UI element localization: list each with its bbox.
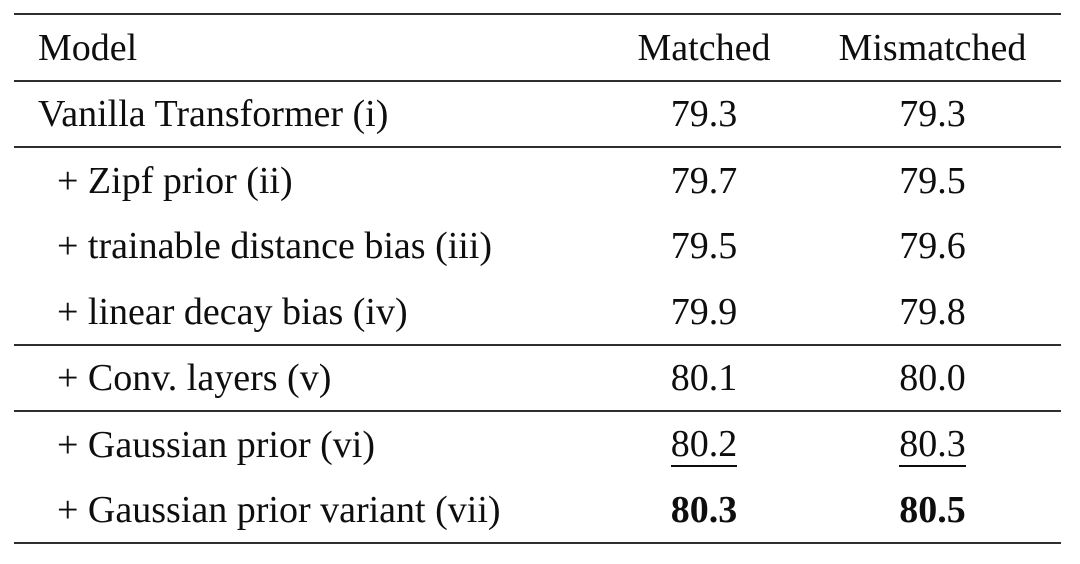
matched-value: 79.7: [670, 159, 738, 202]
column-header-matched: Matched: [637, 26, 771, 69]
matched-value: 79.9: [670, 290, 738, 333]
matched-value: 79.3: [670, 93, 738, 135]
model-name: + Gaussian prior (vi): [57, 423, 375, 466]
mismatched-value: 80.5: [899, 488, 966, 531]
table-row-conv-layers: + Conv. layers (v) 80.1 80.0: [14, 345, 1061, 411]
column-header-mismatched: Mismatched: [838, 26, 1027, 69]
table-row-trainable-distance-bias: + trainable distance bias (iii) 79.5 79.…: [14, 213, 1061, 279]
table-row-gaussian-prior-variant: + Gaussian prior variant (vii) 80.3 80.5: [14, 477, 1061, 543]
header-row: Model Matched Mismatched: [14, 14, 1061, 81]
column-header-model: Model: [38, 26, 138, 69]
results-table: Model Matched Mismatched Vanilla Transfo…: [14, 13, 1061, 544]
table-row-zipf-prior: + Zipf prior (ii) 79.7 79.5: [14, 147, 1061, 213]
mismatched-value: 80.3: [804, 411, 1061, 477]
matched-value: 80.2: [604, 411, 804, 477]
model-name: + linear decay bias (iv): [57, 290, 408, 333]
table-row-vanilla-transformer: Vanilla Transformer (i) 79.3 79.3: [14, 81, 1061, 147]
mismatched-value: 79.3: [899, 93, 966, 135]
underlined-value: 80.2: [670, 424, 738, 468]
table-row-linear-decay-bias: + linear decay bias (iv) 79.9 79.8: [14, 279, 1061, 345]
model-name: + Zipf prior (ii): [57, 159, 293, 202]
table-row-gaussian-prior: + Gaussian prior (vi) 80.2 80.3: [14, 411, 1061, 477]
mismatched-value: 79.5: [899, 159, 966, 202]
mismatched-value: 79.8: [899, 290, 966, 333]
model-name: + Conv. layers (v): [57, 357, 332, 399]
matched-value: 80.3: [670, 488, 738, 531]
mismatched-value: 79.6: [899, 225, 966, 267]
underlined-value: 80.3: [899, 424, 966, 468]
matched-value: 79.5: [670, 225, 738, 267]
model-name: + trainable distance bias (iii): [57, 225, 493, 267]
mismatched-value: 80.0: [899, 357, 966, 399]
model-name: Vanilla Transformer (i): [38, 93, 389, 135]
model-name: + Gaussian prior variant (vii): [57, 488, 501, 531]
matched-value: 80.1: [670, 357, 738, 399]
